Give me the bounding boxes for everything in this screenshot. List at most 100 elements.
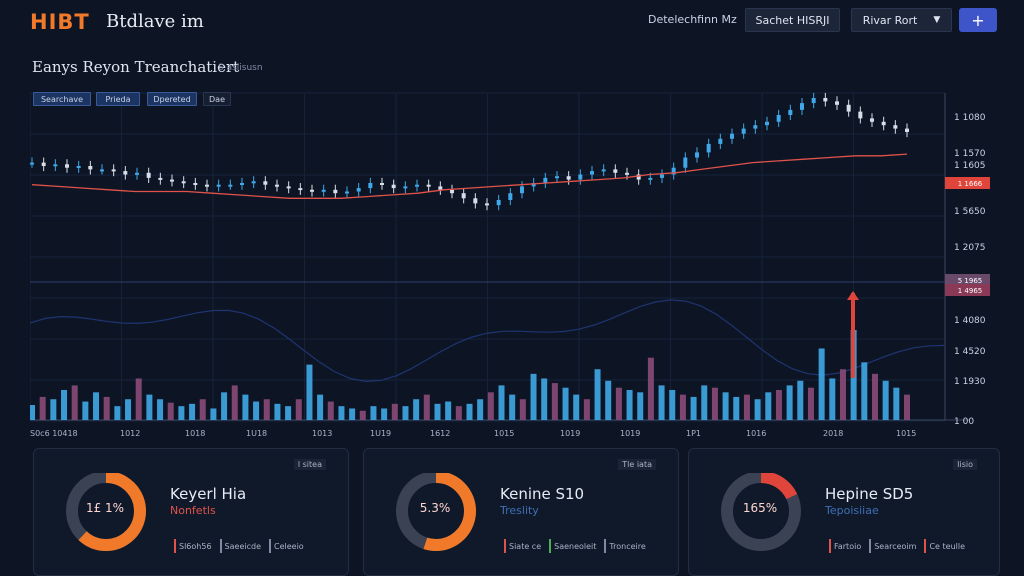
candle-body[interactable] xyxy=(380,183,384,185)
candle-body[interactable] xyxy=(601,169,606,172)
volume-bar[interactable] xyxy=(231,385,238,420)
volume-bar[interactable] xyxy=(562,387,569,420)
candle-body[interactable] xyxy=(765,121,769,126)
volume-bar[interactable] xyxy=(904,394,910,420)
volume-bar[interactable] xyxy=(71,385,78,420)
candle-body[interactable] xyxy=(730,133,734,139)
volume-bar[interactable] xyxy=(50,399,57,420)
candle-body[interactable] xyxy=(741,128,746,134)
candle-body[interactable] xyxy=(566,176,571,180)
volume-bar[interactable] xyxy=(466,403,473,420)
candle-body[interactable] xyxy=(683,157,688,168)
volume-bar[interactable] xyxy=(253,401,260,420)
candle-body[interactable] xyxy=(240,183,244,185)
volume-bar[interactable] xyxy=(295,399,302,420)
volume-bar[interactable] xyxy=(679,394,686,420)
volume-bar[interactable] xyxy=(797,380,804,420)
candle-body[interactable] xyxy=(543,177,548,183)
volume-bar[interactable] xyxy=(829,378,836,420)
candle-body[interactable] xyxy=(823,98,828,102)
candle-body[interactable] xyxy=(298,188,303,191)
candle-body[interactable] xyxy=(660,174,664,178)
candle-body[interactable] xyxy=(368,183,373,189)
volume-bar[interactable] xyxy=(573,394,580,420)
volume-bar[interactable] xyxy=(498,385,505,420)
candle-body[interactable] xyxy=(65,164,69,168)
volume-bar[interactable] xyxy=(221,392,228,420)
candle-body[interactable] xyxy=(41,162,46,166)
volume-bar[interactable] xyxy=(30,405,35,420)
candle-body[interactable] xyxy=(625,172,629,175)
volume-bar[interactable] xyxy=(807,387,814,420)
volume-bar[interactable] xyxy=(349,408,356,420)
candle-body[interactable] xyxy=(76,166,81,168)
volume-bar[interactable] xyxy=(637,392,644,420)
stat-card-2[interactable]: Iisio 165% Hepine SD5 Tepoisiiae Fartoio… xyxy=(688,448,1000,576)
volume-bar[interactable] xyxy=(338,406,345,420)
candle-body[interactable] xyxy=(321,189,326,192)
volume-bar[interactable] xyxy=(381,408,388,420)
volume-bar[interactable] xyxy=(39,396,46,420)
volume-bar[interactable] xyxy=(146,394,153,420)
volume-bar[interactable] xyxy=(743,394,750,420)
candle-body[interactable] xyxy=(881,121,886,126)
volume-bar[interactable] xyxy=(690,396,697,420)
candle-body[interactable] xyxy=(893,125,898,129)
volume-bar[interactable] xyxy=(786,385,793,420)
candle-body[interactable] xyxy=(858,111,863,119)
candle-body[interactable] xyxy=(473,198,478,204)
volume-bar[interactable] xyxy=(327,401,334,420)
candle-body[interactable] xyxy=(706,143,711,153)
volume-bar[interactable] xyxy=(167,402,174,420)
candle-body[interactable] xyxy=(496,200,501,206)
volume-bar[interactable] xyxy=(317,394,324,420)
stat-card-1[interactable]: Tle iata 5.3% Kenine S10 Treslity Siate … xyxy=(363,448,679,576)
volume-bar[interactable] xyxy=(615,387,622,420)
candle-body[interactable] xyxy=(578,174,583,180)
volume-bar[interactable] xyxy=(871,373,878,420)
volume-bar[interactable] xyxy=(647,357,654,420)
price-chart[interactable]: 1 1080 1 1570 1 1605 1 5650 1 2075 1 1666 5 19… xyxy=(30,88,990,438)
volume-bar[interactable] xyxy=(274,403,281,420)
candle-body[interactable] xyxy=(905,128,909,132)
volume-bar[interactable] xyxy=(391,403,398,420)
candle-body[interactable] xyxy=(205,184,209,187)
volume-bar[interactable] xyxy=(765,392,772,420)
volume-bar[interactable] xyxy=(178,406,185,420)
volume-bar[interactable] xyxy=(605,380,612,420)
candle-body[interactable] xyxy=(508,193,513,200)
volume-bar[interactable] xyxy=(882,380,889,420)
candle-body[interactable] xyxy=(345,191,349,194)
volume-bar[interactable] xyxy=(487,392,494,420)
candle-body[interactable] xyxy=(333,189,338,194)
volume-bar[interactable] xyxy=(199,399,206,420)
candle-body[interactable] xyxy=(753,125,758,129)
volume-bar[interactable] xyxy=(402,406,409,420)
volume-bar[interactable] xyxy=(434,403,441,420)
volume-bar[interactable] xyxy=(455,406,462,420)
candle-body[interactable] xyxy=(648,177,653,180)
volume-bar[interactable] xyxy=(114,406,121,420)
candle-body[interactable] xyxy=(111,169,116,172)
volume-bar[interactable] xyxy=(61,390,68,420)
volume-bar[interactable] xyxy=(861,362,868,420)
volume-bar[interactable] xyxy=(189,403,196,420)
candle-body[interactable] xyxy=(310,189,314,192)
volume-bar[interactable] xyxy=(818,348,825,420)
volume-bar[interactable] xyxy=(157,399,164,420)
candle-body[interactable] xyxy=(835,101,839,105)
candle-body[interactable] xyxy=(776,115,781,122)
volume-bar[interactable] xyxy=(263,399,270,420)
candle-body[interactable] xyxy=(520,186,524,194)
volume-bar[interactable] xyxy=(135,378,142,420)
candle-body[interactable] xyxy=(170,179,174,182)
candle-body[interactable] xyxy=(228,184,233,187)
stat-card-0[interactable]: l sitea 1£ 1% Keyerl Hia Nonfetls Sl6oh5… xyxy=(33,448,349,576)
volume-bar[interactable] xyxy=(285,406,292,420)
candle-body[interactable] xyxy=(123,171,128,175)
search-button[interactable]: Sachet HISRJI xyxy=(745,8,840,32)
volume-bar[interactable] xyxy=(701,385,708,420)
candle-body[interactable] xyxy=(356,188,361,192)
volume-bar[interactable] xyxy=(93,392,100,420)
candle-body[interactable] xyxy=(718,138,723,144)
